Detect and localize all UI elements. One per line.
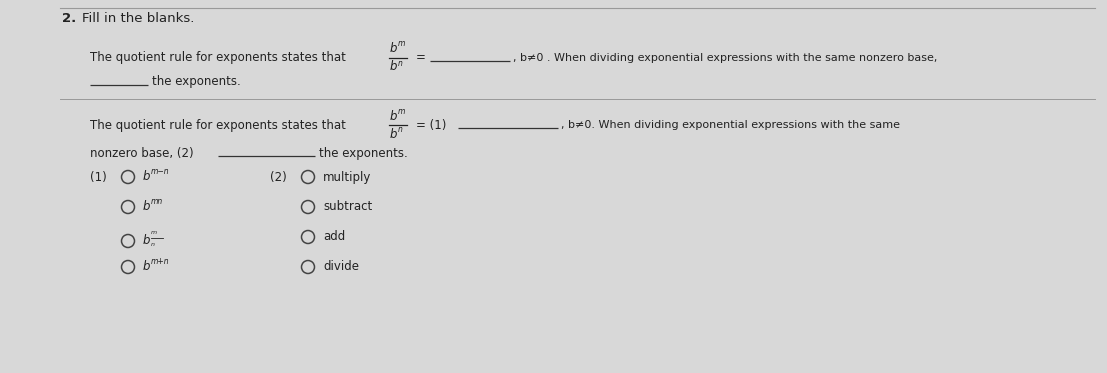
Text: divide: divide <box>323 260 359 273</box>
Text: m−n: m−n <box>151 166 169 176</box>
Text: (1): (1) <box>90 170 106 184</box>
Text: b: b <box>390 110 397 122</box>
Text: b: b <box>390 43 397 56</box>
Text: =: = <box>416 51 426 65</box>
Text: b: b <box>143 170 151 184</box>
Text: m: m <box>399 107 405 116</box>
Text: The quotient rule for exponents states that: The quotient rule for exponents states t… <box>90 119 345 132</box>
Text: Fill in the blanks.: Fill in the blanks. <box>82 12 195 25</box>
Text: add: add <box>323 231 345 244</box>
Text: 2.: 2. <box>62 12 76 25</box>
Text: n: n <box>399 125 403 135</box>
Text: the exponents.: the exponents. <box>152 75 240 88</box>
Text: n: n <box>399 59 403 68</box>
Text: m+n: m+n <box>151 257 169 266</box>
Text: , b≠0. When dividing exponential expressions with the same: , b≠0. When dividing exponential express… <box>561 120 900 130</box>
Text: b: b <box>390 128 397 141</box>
Text: m: m <box>151 229 157 235</box>
Text: , b≠0 . When dividing exponential expressions with the same nonzero base,: , b≠0 . When dividing exponential expres… <box>513 53 938 63</box>
Text: b: b <box>390 60 397 73</box>
Text: mn: mn <box>151 197 163 206</box>
Text: b: b <box>143 201 151 213</box>
Text: n: n <box>151 242 155 248</box>
Text: multiply: multiply <box>323 170 371 184</box>
Text: m: m <box>399 40 405 48</box>
Text: The quotient rule for exponents states that: The quotient rule for exponents states t… <box>90 51 345 65</box>
Text: b: b <box>143 235 151 248</box>
Text: subtract: subtract <box>323 201 372 213</box>
Text: nonzero base, (2): nonzero base, (2) <box>90 147 194 160</box>
Text: b: b <box>143 260 151 273</box>
Text: (2): (2) <box>270 170 287 184</box>
Text: = (1): = (1) <box>416 119 446 132</box>
Text: the exponents.: the exponents. <box>319 147 407 160</box>
